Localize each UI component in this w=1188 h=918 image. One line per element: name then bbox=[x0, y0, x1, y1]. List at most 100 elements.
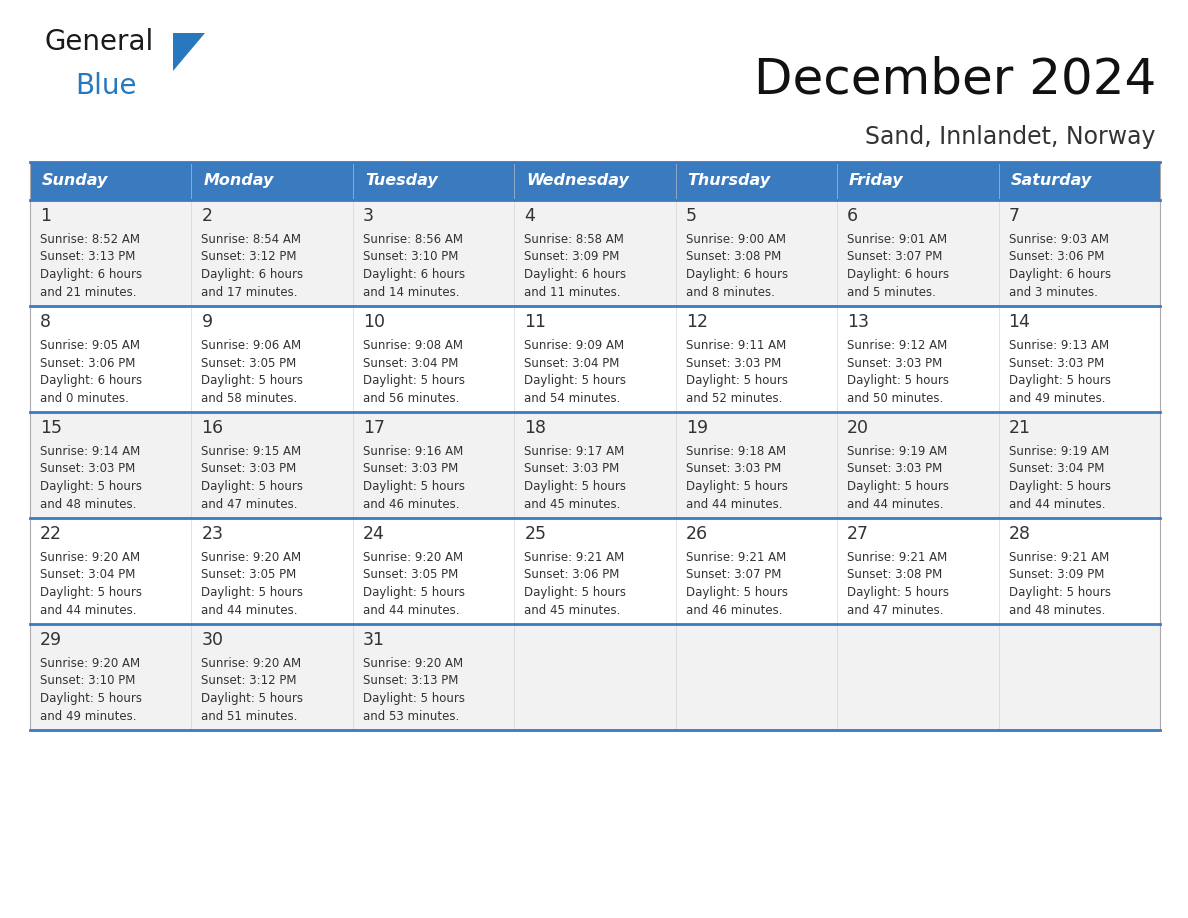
Text: 17: 17 bbox=[362, 419, 385, 437]
Text: Daylight: 6 hours: Daylight: 6 hours bbox=[40, 268, 143, 281]
Text: and 11 minutes.: and 11 minutes. bbox=[524, 285, 621, 298]
Text: Daylight: 5 hours: Daylight: 5 hours bbox=[40, 692, 143, 705]
Text: December 2024: December 2024 bbox=[753, 55, 1156, 103]
Text: Daylight: 5 hours: Daylight: 5 hours bbox=[202, 586, 303, 599]
Text: Monday: Monday bbox=[203, 174, 273, 188]
Text: and 47 minutes.: and 47 minutes. bbox=[202, 498, 298, 510]
Text: Sunrise: 9:15 AM: Sunrise: 9:15 AM bbox=[202, 445, 302, 458]
Text: and 46 minutes.: and 46 minutes. bbox=[685, 603, 782, 617]
Text: Sunset: 3:04 PM: Sunset: 3:04 PM bbox=[362, 356, 459, 370]
Text: Sunrise: 9:01 AM: Sunrise: 9:01 AM bbox=[847, 233, 947, 246]
Text: Daylight: 5 hours: Daylight: 5 hours bbox=[685, 480, 788, 493]
Text: Sunrise: 9:20 AM: Sunrise: 9:20 AM bbox=[40, 551, 140, 564]
Text: Sunset: 3:03 PM: Sunset: 3:03 PM bbox=[847, 356, 942, 370]
Text: 21: 21 bbox=[1009, 419, 1030, 437]
Text: Daylight: 5 hours: Daylight: 5 hours bbox=[202, 374, 303, 387]
Text: 11: 11 bbox=[524, 313, 546, 331]
Bar bbox=[514, 162, 676, 200]
Text: and 8 minutes.: and 8 minutes. bbox=[685, 285, 775, 298]
Text: 1: 1 bbox=[40, 207, 51, 225]
Text: Daylight: 6 hours: Daylight: 6 hours bbox=[1009, 268, 1111, 281]
Text: 9: 9 bbox=[202, 313, 213, 331]
Text: Sunset: 3:03 PM: Sunset: 3:03 PM bbox=[202, 463, 297, 476]
Text: 29: 29 bbox=[40, 631, 62, 649]
Text: 25: 25 bbox=[524, 525, 546, 543]
Text: and 45 minutes.: and 45 minutes. bbox=[524, 498, 620, 510]
Text: Sunrise: 9:20 AM: Sunrise: 9:20 AM bbox=[362, 657, 463, 670]
Text: and 44 minutes.: and 44 minutes. bbox=[362, 603, 460, 617]
Text: Sunrise: 9:09 AM: Sunrise: 9:09 AM bbox=[524, 339, 625, 352]
Text: Sunset: 3:03 PM: Sunset: 3:03 PM bbox=[40, 463, 135, 476]
Text: Sunset: 3:12 PM: Sunset: 3:12 PM bbox=[202, 251, 297, 263]
Text: 15: 15 bbox=[40, 419, 62, 437]
Text: 30: 30 bbox=[202, 631, 223, 649]
Text: Daylight: 5 hours: Daylight: 5 hours bbox=[847, 586, 949, 599]
Text: 3: 3 bbox=[362, 207, 374, 225]
Text: and 44 minutes.: and 44 minutes. bbox=[202, 603, 298, 617]
Text: 22: 22 bbox=[40, 525, 62, 543]
Text: Sunset: 3:05 PM: Sunset: 3:05 PM bbox=[362, 568, 459, 581]
Text: Sunrise: 9:20 AM: Sunrise: 9:20 AM bbox=[40, 657, 140, 670]
Text: Daylight: 5 hours: Daylight: 5 hours bbox=[524, 480, 626, 493]
Text: 8: 8 bbox=[40, 313, 51, 331]
Text: 10: 10 bbox=[362, 313, 385, 331]
Text: and 54 minutes.: and 54 minutes. bbox=[524, 391, 620, 405]
Text: and 50 minutes.: and 50 minutes. bbox=[847, 391, 943, 405]
Text: Sunrise: 9:19 AM: Sunrise: 9:19 AM bbox=[1009, 445, 1108, 458]
Text: Sunrise: 9:21 AM: Sunrise: 9:21 AM bbox=[847, 551, 947, 564]
Text: and 14 minutes.: and 14 minutes. bbox=[362, 285, 460, 298]
Bar bbox=[30, 306, 1159, 412]
Text: Sunset: 3:04 PM: Sunset: 3:04 PM bbox=[524, 356, 620, 370]
Text: Sunset: 3:06 PM: Sunset: 3:06 PM bbox=[40, 356, 135, 370]
Text: and 45 minutes.: and 45 minutes. bbox=[524, 603, 620, 617]
Text: Sunrise: 9:11 AM: Sunrise: 9:11 AM bbox=[685, 339, 786, 352]
Text: Sunrise: 9:19 AM: Sunrise: 9:19 AM bbox=[847, 445, 947, 458]
Text: Daylight: 6 hours: Daylight: 6 hours bbox=[202, 268, 304, 281]
Text: Sunset: 3:05 PM: Sunset: 3:05 PM bbox=[202, 356, 297, 370]
Text: and 51 minutes.: and 51 minutes. bbox=[202, 710, 298, 722]
Text: Blue: Blue bbox=[75, 72, 137, 100]
Text: Sunset: 3:12 PM: Sunset: 3:12 PM bbox=[202, 675, 297, 688]
Text: Wednesday: Wednesday bbox=[526, 174, 630, 188]
Text: and 53 minutes.: and 53 minutes. bbox=[362, 710, 459, 722]
Text: 2: 2 bbox=[202, 207, 213, 225]
Text: Sunrise: 9:16 AM: Sunrise: 9:16 AM bbox=[362, 445, 463, 458]
Text: Sunrise: 9:14 AM: Sunrise: 9:14 AM bbox=[40, 445, 140, 458]
Text: 27: 27 bbox=[847, 525, 870, 543]
Bar bbox=[353, 162, 514, 200]
Text: Sand, Innlandet, Norway: Sand, Innlandet, Norway bbox=[866, 125, 1156, 149]
Text: Sunset: 3:10 PM: Sunset: 3:10 PM bbox=[40, 675, 135, 688]
Text: Sunrise: 8:52 AM: Sunrise: 8:52 AM bbox=[40, 233, 140, 246]
Text: Daylight: 5 hours: Daylight: 5 hours bbox=[1009, 480, 1111, 493]
Text: Sunset: 3:05 PM: Sunset: 3:05 PM bbox=[202, 568, 297, 581]
Text: 7: 7 bbox=[1009, 207, 1019, 225]
Text: Sunset: 3:03 PM: Sunset: 3:03 PM bbox=[362, 463, 459, 476]
Text: Daylight: 6 hours: Daylight: 6 hours bbox=[524, 268, 626, 281]
Text: 16: 16 bbox=[202, 419, 223, 437]
Text: 18: 18 bbox=[524, 419, 546, 437]
Text: Friday: Friday bbox=[849, 174, 904, 188]
Text: Thursday: Thursday bbox=[688, 174, 771, 188]
Text: Daylight: 5 hours: Daylight: 5 hours bbox=[40, 586, 143, 599]
Text: General: General bbox=[45, 28, 154, 56]
Text: Daylight: 5 hours: Daylight: 5 hours bbox=[524, 374, 626, 387]
Text: Sunset: 3:08 PM: Sunset: 3:08 PM bbox=[847, 568, 942, 581]
Text: Sunset: 3:04 PM: Sunset: 3:04 PM bbox=[40, 568, 135, 581]
Text: and 44 minutes.: and 44 minutes. bbox=[685, 498, 782, 510]
Text: Sunrise: 8:54 AM: Sunrise: 8:54 AM bbox=[202, 233, 302, 246]
Text: Daylight: 6 hours: Daylight: 6 hours bbox=[685, 268, 788, 281]
Text: 14: 14 bbox=[1009, 313, 1030, 331]
Text: and 44 minutes.: and 44 minutes. bbox=[40, 603, 137, 617]
Text: Daylight: 5 hours: Daylight: 5 hours bbox=[1009, 374, 1111, 387]
Text: and 48 minutes.: and 48 minutes. bbox=[1009, 603, 1105, 617]
Text: Daylight: 5 hours: Daylight: 5 hours bbox=[362, 480, 465, 493]
Text: Daylight: 5 hours: Daylight: 5 hours bbox=[685, 374, 788, 387]
Text: Daylight: 5 hours: Daylight: 5 hours bbox=[685, 586, 788, 599]
Text: Sunset: 3:06 PM: Sunset: 3:06 PM bbox=[524, 568, 620, 581]
Text: 12: 12 bbox=[685, 313, 708, 331]
Text: 13: 13 bbox=[847, 313, 870, 331]
Text: Sunrise: 9:20 AM: Sunrise: 9:20 AM bbox=[362, 551, 463, 564]
Text: and 5 minutes.: and 5 minutes. bbox=[847, 285, 936, 298]
Text: 28: 28 bbox=[1009, 525, 1030, 543]
Text: 5: 5 bbox=[685, 207, 696, 225]
